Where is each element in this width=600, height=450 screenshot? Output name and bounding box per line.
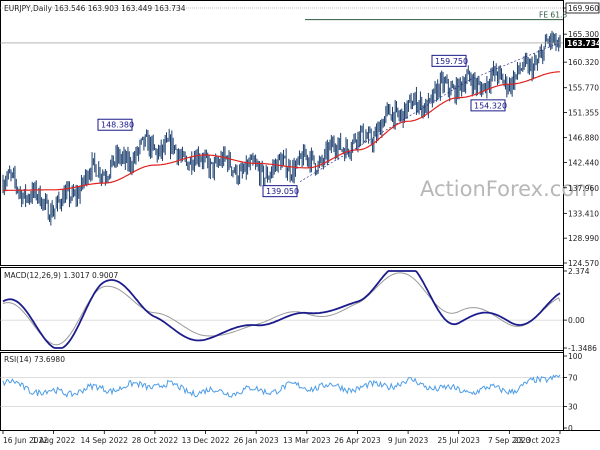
- rsi-tick-label: 0: [568, 424, 573, 433]
- price-tick-label: 142.440: [568, 159, 599, 168]
- macd-line: [2, 270, 561, 349]
- x-tick-label: 28 Oct 2022: [132, 436, 179, 445]
- x-tick-label: 9 Jun 2023: [388, 436, 429, 445]
- annotation-box: [97, 118, 133, 131]
- macd-tick-label: 0.00: [568, 316, 585, 325]
- price-axis: 169.960 165.300 160.320 155.770 151.355 146.8…: [563, 2, 600, 268]
- annotation-box: [470, 99, 506, 112]
- annotation-label: 159.750: [435, 57, 468, 66]
- macd-tick-label: 2.374: [568, 267, 590, 276]
- x-tick-label: 23 Oct 2023: [514, 436, 561, 445]
- level-tag: [565, 2, 600, 14]
- price-tick-label: 133.410: [568, 209, 599, 218]
- x-tick-label: 13 Mar 2023: [283, 436, 331, 445]
- last-price-label: 163.734: [567, 39, 600, 48]
- price-tick-label: 128.990: [568, 234, 599, 243]
- rsi-tick-label: 30: [568, 402, 578, 411]
- macd-title: MACD(12,26,9) 1.3017 0.9007: [4, 271, 118, 280]
- moving-average-group: [3, 71, 560, 191]
- x-tick-label: 1 Aug 2022: [32, 436, 75, 445]
- annotation-label: 148.380: [101, 121, 134, 130]
- x-tick-label: 26 Apr 2023: [334, 436, 381, 445]
- price-tick-label: 155.770: [568, 84, 599, 93]
- annotation-label: 139.050: [266, 187, 299, 196]
- price-tick-label: 151.355: [568, 109, 599, 118]
- price-tick-label: 146.880: [568, 134, 599, 143]
- price-panel-frame: [0, 0, 564, 266]
- annotations-group: 148.380 139.050 159.750 154.320: [97, 44, 557, 198]
- price-tick-label: 124.570: [568, 259, 599, 268]
- symbol-label: EURJPY,Daily 163.546 163.903 163.449 163…: [4, 4, 186, 13]
- price-bars: [2, 30, 561, 226]
- rsi-line: [2, 374, 561, 398]
- price-tick-label: 165.300: [568, 30, 599, 39]
- x-tick-label: 26 Jan 2023: [234, 436, 279, 445]
- rsi-tick-label: 70: [568, 374, 578, 383]
- trend-line: [299, 79, 471, 182]
- macd-axis: 2.374 0.00 -1.3486: [563, 267, 597, 353]
- trend-line: [469, 44, 557, 80]
- moving-average-line: [3, 71, 560, 191]
- macd-tick-label: -1.3486: [568, 344, 597, 353]
- x-tick-label: 25 Jul 2023: [438, 436, 481, 445]
- levels-group: FE 61.8: [0, 7, 567, 44]
- watermark: ActionForex.com: [420, 177, 595, 201]
- rsi-title: RSI(14) 73.6980: [4, 355, 65, 364]
- price-tick-label: 160.320: [568, 58, 599, 67]
- fe-level-label: FE 61.8: [539, 11, 567, 20]
- rsi-tick-label: 100: [568, 352, 583, 361]
- annotation-label: 154.320: [474, 101, 507, 110]
- last-price-tag: [565, 37, 599, 48]
- rsi-group: [0, 374, 563, 407]
- rsi-axis: 100 70 30 0: [563, 352, 583, 433]
- price-tick-label: 137.960: [568, 184, 599, 193]
- annotation-box: [431, 54, 467, 67]
- x-tick-label: 13 Dec 2022: [182, 436, 230, 445]
- x-tick-label: 14 Sep 2022: [80, 436, 128, 445]
- x-tick-label: 7 Sep 2023: [488, 436, 531, 445]
- macd-group: [0, 270, 563, 349]
- price-tick-label: 169.960: [568, 4, 599, 13]
- x-tick-label: 16 Jun 2022: [3, 436, 48, 445]
- annotation-box: [262, 185, 298, 198]
